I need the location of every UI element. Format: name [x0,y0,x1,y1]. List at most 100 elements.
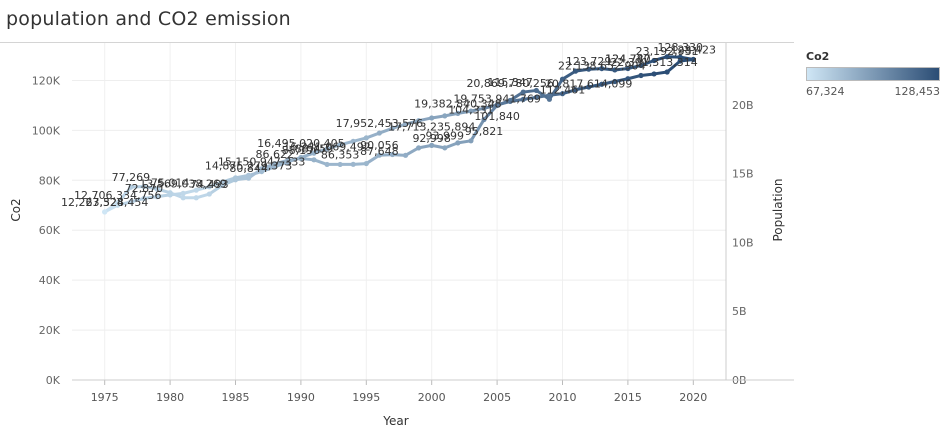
y-right-tick-label: 10B [732,236,754,249]
data-label: 13,569,038,269 [139,177,226,190]
data-label: 19,753,941,769 [453,92,540,105]
data-label: 67,324 [85,196,124,209]
title-divider [0,42,794,43]
series-2-point [690,56,696,63]
series-1-point [337,161,343,168]
series-1-point [376,152,382,158]
data-label: 112,461 [540,83,586,96]
x-tick-label: 1980 [156,391,184,404]
y-left-tick-label: 120K [32,74,61,87]
series-1-point [389,151,396,158]
series-2-point [285,159,291,165]
series-2-point [115,202,121,208]
data-label: 128,330 [657,41,703,54]
series-1-point [481,116,487,123]
series-2-point [154,194,160,200]
data-label: 87,648 [360,145,399,158]
data-label: 128,423 [671,43,717,56]
data-label: 80,844 [229,162,268,175]
data-label: 22,138,652,904 [558,59,645,72]
series-2-point [324,146,330,152]
y-left-tick-label: 20K [39,324,61,337]
x-tick-label: 2020 [679,391,707,404]
data-label: 22,391,313,314 [610,56,697,69]
data-label: 123,729 [566,55,612,68]
x-tick-label: 1985 [222,391,250,404]
series-2-point [533,94,539,100]
data-label: 14,875,279,373 [205,159,292,172]
series-1-point [363,160,369,167]
series-2-point [245,172,252,178]
series-2-point [455,110,461,116]
series-2-point [638,72,644,79]
series-1-point [572,68,579,74]
series-2-point [128,199,134,205]
series-2-point [416,118,422,124]
y-axis-label-right: Population [771,178,785,241]
data-label: 17,952,453,576 [336,117,423,130]
y-axis-label-left: Co2 [9,198,23,221]
legend-title: Co2 [806,50,830,63]
series-2-point [559,91,566,97]
data-label: 74,493 [190,178,229,191]
x-tick-label: 1990 [287,391,315,404]
data-label: 88,196 [282,144,321,157]
series-2-point [546,92,553,98]
series-2-point [664,69,670,75]
series-1-segment [207,183,224,196]
y-left-tick-label: 0K [46,374,61,387]
series-1-point [429,142,435,148]
x-tick-label: 2005 [483,391,511,404]
data-label: 86,353 [321,148,360,161]
series-1-point [402,152,409,158]
color-legend: Co2 67,324 128,453 [806,50,940,98]
series-2-point [232,175,239,181]
data-label: 19,382,840,348 [414,97,501,110]
series-1-point [664,54,670,60]
series-1-point [625,65,631,72]
series-1-point [586,66,592,72]
data-label: 86,622 [255,148,294,161]
y-right-tick-label: 20B [732,99,754,112]
series-2-point [442,113,448,119]
data-label: 104,331 [448,104,494,117]
data-label: 77,269 [112,171,151,184]
series-2-point [481,105,487,111]
series-1-point [533,87,539,94]
series-2-point [167,192,173,198]
legend-gradient-bar [806,67,940,81]
series-2-point [468,108,474,114]
series-2-point [389,125,396,131]
data-label: 15,150,947,333 [218,156,305,169]
series-1-segment [482,103,499,122]
data-label: 16,241,069,492 [283,141,370,154]
y-left-tick-label: 60K [39,224,61,237]
x-axis-label: Year [382,414,408,428]
x-tick-label: 2015 [614,391,642,404]
data-label: 16,495,020,405 [257,137,344,150]
data-label: 17,713,235,894 [388,120,475,133]
series-1-point [455,140,461,146]
series-2-point [572,87,579,93]
series-2-point [141,195,147,202]
series-2-point [599,81,605,87]
series-1-point [154,186,160,192]
data-label: 23,192,931 [636,45,699,58]
data-label: 75,014 [151,177,190,190]
series-2-point [180,190,186,196]
series-1-point [559,76,566,82]
x-tick-label: 1995 [352,391,380,404]
y-left-tick-label: 80K [39,174,61,187]
data-label: 88,759 [295,142,334,155]
series-1-point [612,67,618,73]
series-2-point [298,154,304,161]
series-1-point [651,57,657,64]
series-1-point [599,65,605,72]
data-label: 115,347 [487,76,533,89]
series-1-point [180,195,186,201]
data-label: 124,747 [605,53,651,66]
series-2-point [677,58,683,64]
series-2-point [520,96,526,102]
series-2-point [429,115,435,121]
